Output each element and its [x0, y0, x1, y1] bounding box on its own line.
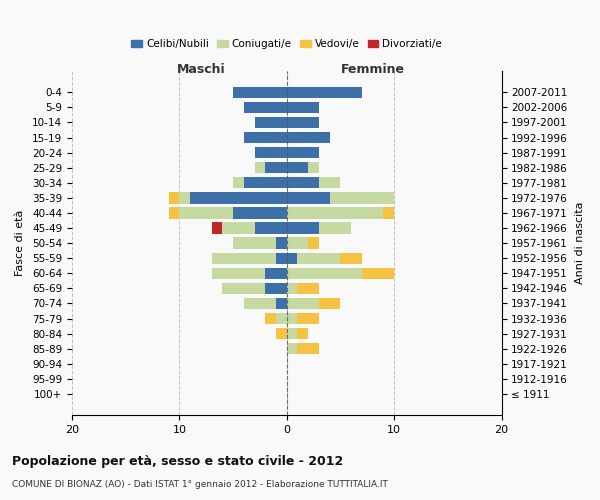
Text: Femmine: Femmine	[341, 62, 404, 76]
Bar	[287, 268, 362, 279]
Bar	[233, 208, 287, 218]
Bar	[298, 343, 319, 354]
Bar	[298, 328, 308, 340]
Bar	[233, 238, 276, 249]
Bar	[298, 282, 319, 294]
Bar	[287, 86, 362, 98]
Bar	[244, 132, 287, 143]
Legend: Celibi/Nubili, Coniugati/e, Vedovi/e, Divorziati/e: Celibi/Nubili, Coniugati/e, Vedovi/e, Di…	[127, 35, 446, 53]
Bar	[276, 298, 287, 309]
Bar	[190, 192, 287, 203]
Bar	[287, 147, 319, 158]
Bar	[254, 162, 265, 173]
Bar	[287, 313, 298, 324]
Y-axis label: Anni di nascita: Anni di nascita	[575, 202, 585, 284]
Bar	[287, 177, 319, 188]
Bar	[212, 252, 276, 264]
Bar	[298, 313, 319, 324]
Bar	[265, 162, 287, 173]
Bar	[287, 162, 308, 173]
Bar	[308, 162, 319, 173]
Bar	[212, 268, 265, 279]
Bar	[276, 313, 287, 324]
Bar	[287, 102, 319, 113]
Bar	[276, 328, 287, 340]
Bar	[287, 252, 298, 264]
Bar	[319, 177, 340, 188]
Bar	[276, 238, 287, 249]
Bar	[212, 222, 222, 234]
Bar	[276, 252, 287, 264]
Bar	[265, 268, 287, 279]
Bar	[265, 282, 287, 294]
Bar	[330, 192, 394, 203]
Bar	[287, 132, 330, 143]
Text: Popolazione per età, sesso e stato civile - 2012: Popolazione per età, sesso e stato civil…	[12, 455, 343, 468]
Bar	[254, 222, 287, 234]
Bar	[308, 238, 319, 249]
Bar	[340, 252, 362, 264]
Bar	[319, 298, 340, 309]
Bar	[287, 222, 319, 234]
Bar	[287, 208, 383, 218]
Bar	[362, 268, 394, 279]
Bar	[233, 86, 287, 98]
Bar	[244, 298, 276, 309]
Bar	[298, 252, 340, 264]
Bar	[222, 222, 254, 234]
Bar	[179, 208, 233, 218]
Bar	[287, 343, 298, 354]
Text: COMUNE DI BIONAZ (AO) - Dati ISTAT 1° gennaio 2012 - Elaborazione TUTTITALIA.IT: COMUNE DI BIONAZ (AO) - Dati ISTAT 1° ge…	[12, 480, 388, 489]
Bar	[244, 102, 287, 113]
Bar	[233, 177, 244, 188]
Bar	[287, 192, 330, 203]
Bar	[169, 208, 179, 218]
Y-axis label: Fasce di età: Fasce di età	[15, 210, 25, 276]
Bar	[169, 192, 179, 203]
Bar	[287, 117, 319, 128]
Bar	[287, 328, 298, 340]
Bar	[319, 222, 351, 234]
Bar	[383, 208, 394, 218]
Bar	[287, 282, 298, 294]
Bar	[265, 313, 276, 324]
Text: Maschi: Maschi	[176, 62, 225, 76]
Bar	[287, 298, 319, 309]
Bar	[287, 238, 308, 249]
Bar	[179, 192, 190, 203]
Bar	[254, 117, 287, 128]
Bar	[254, 147, 287, 158]
Bar	[222, 282, 265, 294]
Bar	[244, 177, 287, 188]
